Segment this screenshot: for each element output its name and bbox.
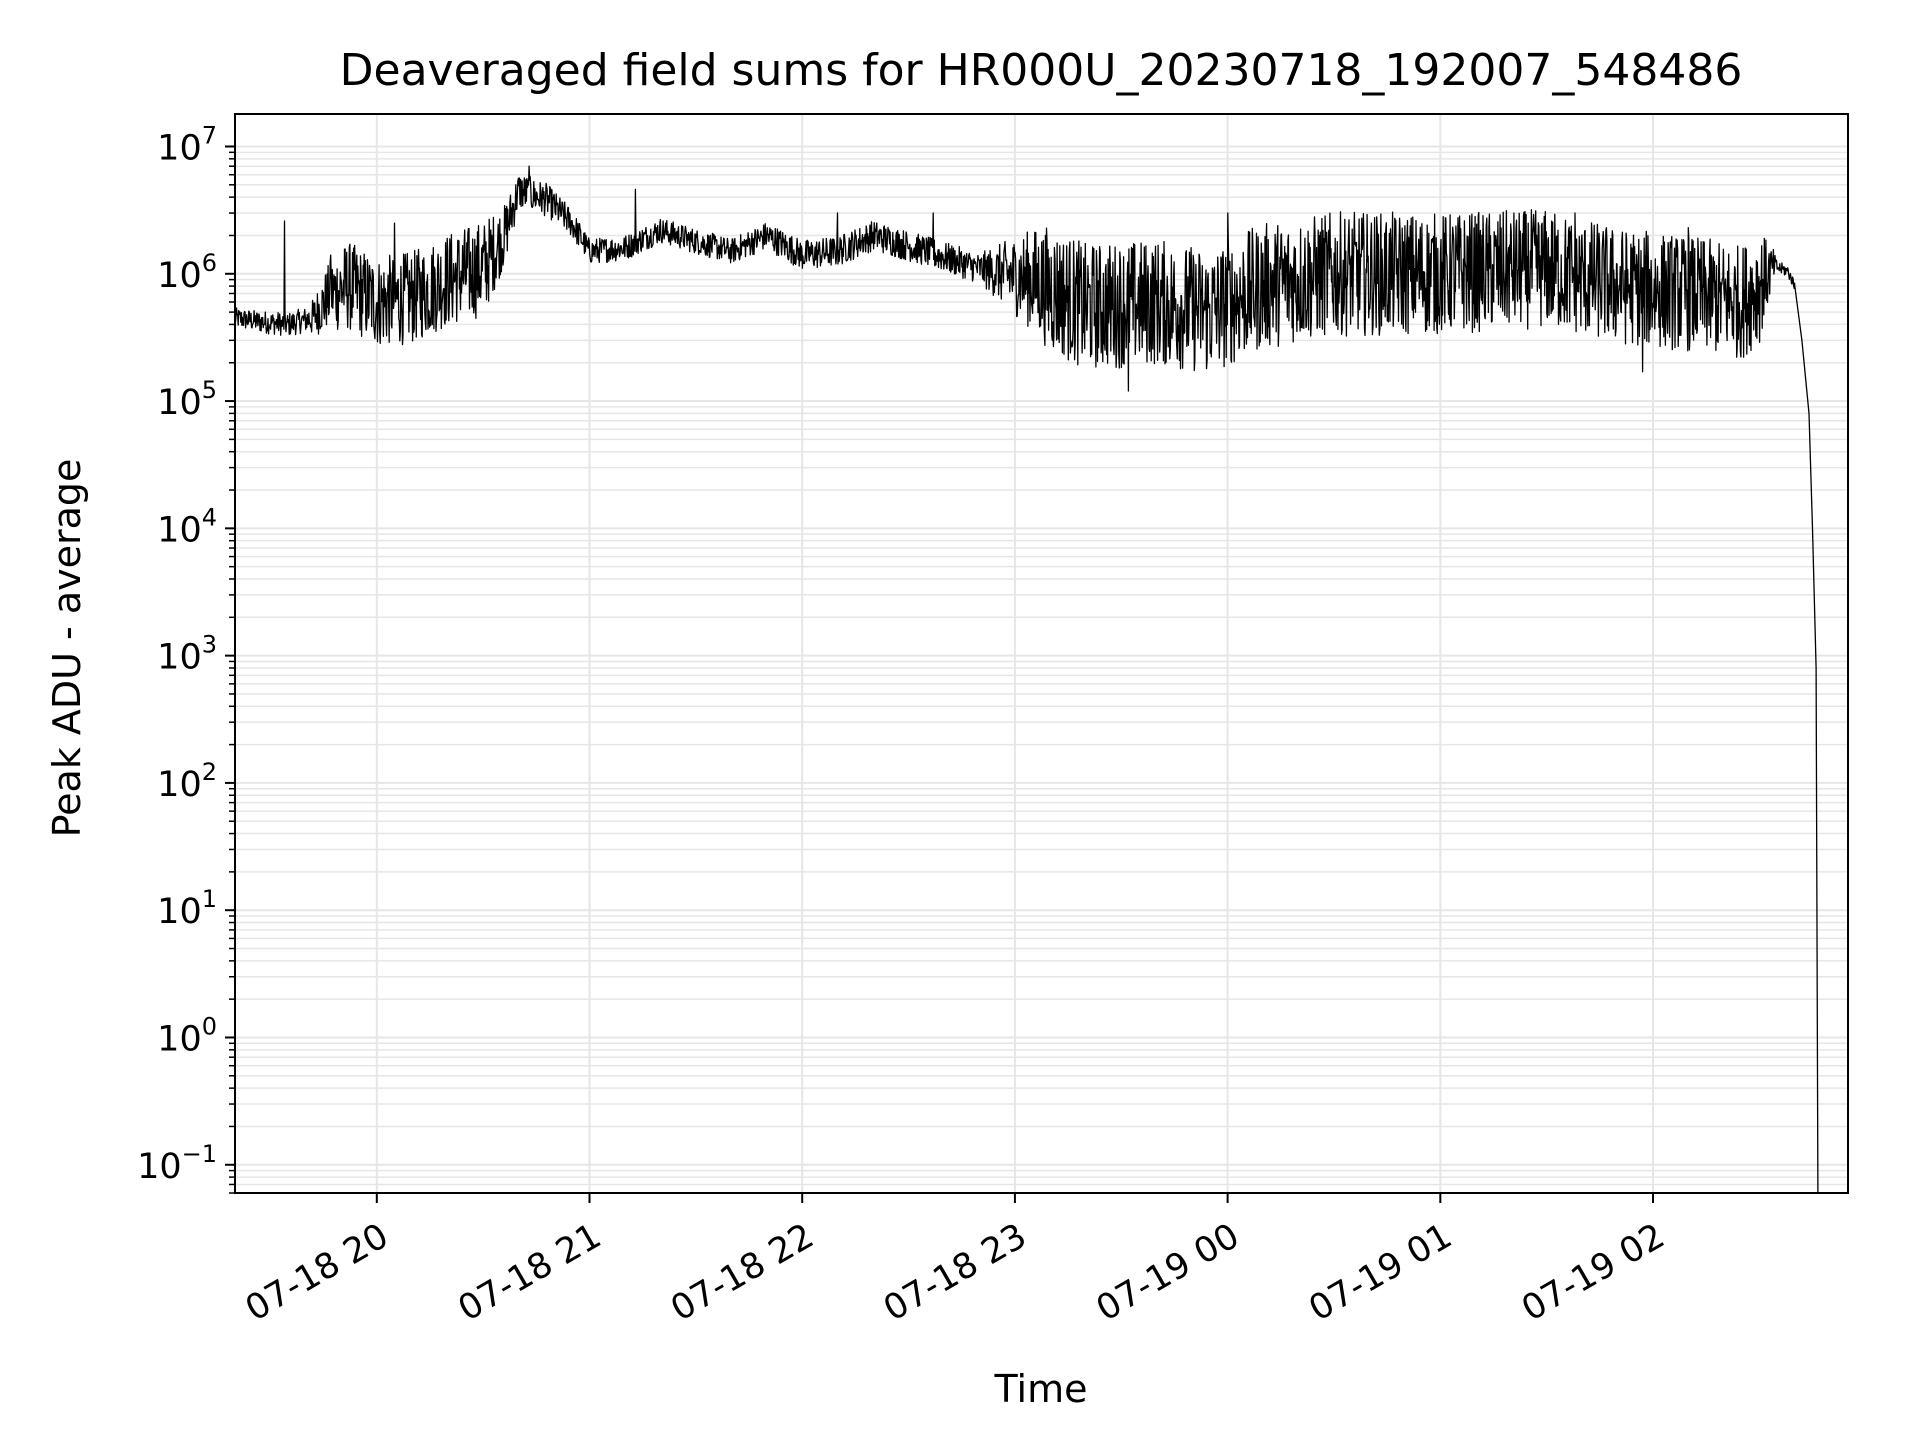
y-tick-base: 10 [157, 1019, 202, 1059]
plot-series [235, 165, 1819, 1193]
y-tick-exponent: 0 [202, 1012, 217, 1040]
y-tick-base: 10 [157, 383, 202, 423]
grid [235, 114, 1848, 1194]
y-tick-exponent: 4 [202, 503, 217, 531]
y-tick-label: 105 [157, 376, 217, 423]
y-tick-base: 10 [157, 765, 202, 805]
y-tick-label: 106 [157, 249, 217, 296]
y-tick-exponent: 6 [202, 249, 217, 277]
y-tick-base: 10 [137, 1147, 182, 1187]
y-tick-label: 102 [157, 758, 217, 805]
y-tick-base: 10 [157, 510, 202, 550]
y-tick-exponent: 3 [202, 631, 217, 659]
y-tick-exponent: 1 [202, 885, 217, 913]
y-tick-base: 10 [157, 128, 202, 168]
y-tick-base: 10 [157, 638, 202, 678]
y-tick-exponent: 5 [202, 376, 217, 404]
y-tick-exponent: 2 [202, 758, 217, 786]
y-tick-label: 100 [157, 1012, 217, 1059]
y-tick-label: 107 [157, 121, 217, 168]
y-tick-base: 10 [157, 892, 202, 932]
y-tick-exponent: 7 [202, 121, 217, 149]
plot-frame [234, 113, 1849, 1194]
chart-title: Deaveraged field sums for HR000U_2023071… [340, 45, 1743, 96]
y-tick-label: 101 [157, 885, 217, 932]
y-tick-base: 10 [157, 256, 202, 296]
y-tick-exponent: −1 [182, 1140, 217, 1168]
y-tick-label: 104 [157, 503, 217, 550]
y-axis-label: Peak ADU - average [45, 459, 89, 838]
series-line [235, 165, 1819, 1193]
y-tick-label: 103 [157, 631, 217, 678]
x-axis-label: Time [994, 1367, 1088, 1411]
y-tick-label: 10−1 [137, 1140, 217, 1187]
